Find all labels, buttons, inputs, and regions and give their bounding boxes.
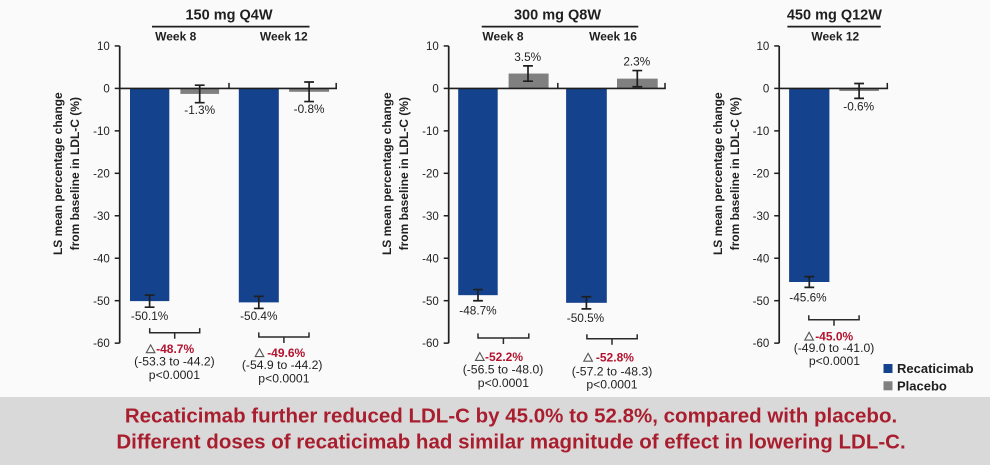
svg-text:-30: -30	[93, 211, 110, 223]
svg-text:Placebo: Placebo	[897, 378, 947, 393]
svg-text:(-49.0 to -41.0): (-49.0 to -41.0)	[794, 341, 875, 355]
svg-text:-48.7%: -48.7%	[459, 303, 497, 317]
svg-text:-49.6%: -49.6%	[267, 346, 305, 360]
svg-text:-48.7%: -48.7%	[156, 342, 194, 356]
svg-text:-10: -10	[753, 126, 770, 138]
svg-text:-50.4%: -50.4%	[240, 309, 278, 323]
svg-text:-60: -60	[753, 338, 770, 350]
svg-text:-20: -20	[753, 168, 770, 180]
svg-text:-50: -50	[753, 296, 770, 308]
svg-text:Recaticimab: Recaticimab	[897, 361, 974, 376]
svg-text:(-54.9 to -44.2): (-54.9 to -44.2)	[242, 358, 323, 372]
svg-text:Week 12: Week 12	[811, 29, 859, 43]
svg-text:(-57.2 to -48.3): (-57.2 to -48.3)	[572, 364, 653, 378]
svg-text:-50: -50	[422, 296, 439, 308]
svg-text:450 mg Q12W: 450 mg Q12W	[787, 8, 882, 24]
svg-text:-40: -40	[422, 253, 439, 265]
svg-text:p<0.0001: p<0.0001	[586, 378, 637, 392]
svg-text:Week 8: Week 8	[482, 29, 523, 43]
svg-text:-50.5%: -50.5%	[567, 311, 605, 325]
svg-text:0: 0	[763, 84, 769, 96]
svg-text:-20: -20	[93, 168, 110, 180]
svg-text:-60: -60	[422, 338, 439, 350]
svg-text:p<0.0001: p<0.0001	[809, 354, 860, 368]
svg-text:-20: -20	[422, 168, 439, 180]
svg-text:-45.0%: -45.0%	[815, 330, 853, 344]
svg-text:2.3%: 2.3%	[623, 54, 650, 68]
svg-text:-30: -30	[753, 211, 770, 223]
svg-text:-52.8%: -52.8%	[596, 351, 634, 365]
svg-text:Recaticimab further reduced LD: Recaticimab further reduced LDL-C by 45.…	[125, 405, 897, 428]
svg-text:-45.6%: -45.6%	[789, 290, 827, 304]
svg-text:-1.3%: -1.3%	[184, 103, 215, 117]
svg-text:-10: -10	[422, 126, 439, 138]
svg-text:-60: -60	[93, 338, 110, 350]
svg-text:(-56.5 to -48.0): (-56.5 to -48.0)	[463, 363, 544, 377]
svg-text:-50.1%: -50.1%	[131, 309, 169, 323]
svg-text:0: 0	[103, 84, 109, 96]
svg-text:Week 16: Week 16	[589, 29, 637, 43]
svg-text:-52.2%: -52.2%	[485, 350, 523, 364]
svg-text:Week 8: Week 8	[155, 29, 196, 43]
svg-text:3.5%: 3.5%	[514, 50, 541, 64]
svg-text:-50: -50	[93, 296, 110, 308]
svg-text:Different doses of recaticimab: Different doses of recaticimab had simil…	[116, 430, 905, 453]
svg-text:-10: -10	[93, 126, 110, 138]
svg-text:-0.8%: -0.8%	[294, 102, 325, 116]
svg-text:p<0.0001: p<0.0001	[258, 371, 309, 385]
svg-text:p<0.0001: p<0.0001	[149, 368, 200, 382]
svg-text:(-53.3 to -44.2): (-53.3 to -44.2)	[134, 355, 215, 369]
svg-text:300 mg Q8W: 300 mg Q8W	[514, 8, 601, 24]
svg-text:-40: -40	[753, 253, 770, 265]
svg-text:10: 10	[97, 41, 110, 53]
svg-text:150 mg Q4W: 150 mg Q4W	[185, 8, 272, 24]
svg-text:-40: -40	[93, 253, 110, 265]
svg-text:10: 10	[757, 41, 770, 53]
svg-text:-0.6%: -0.6%	[843, 100, 874, 114]
svg-text:p<0.0001: p<0.0001	[478, 376, 529, 390]
svg-text:10: 10	[426, 41, 439, 53]
svg-text:-30: -30	[422, 211, 439, 223]
svg-text:0: 0	[432, 84, 438, 96]
svg-text:Week 12: Week 12	[260, 29, 308, 43]
